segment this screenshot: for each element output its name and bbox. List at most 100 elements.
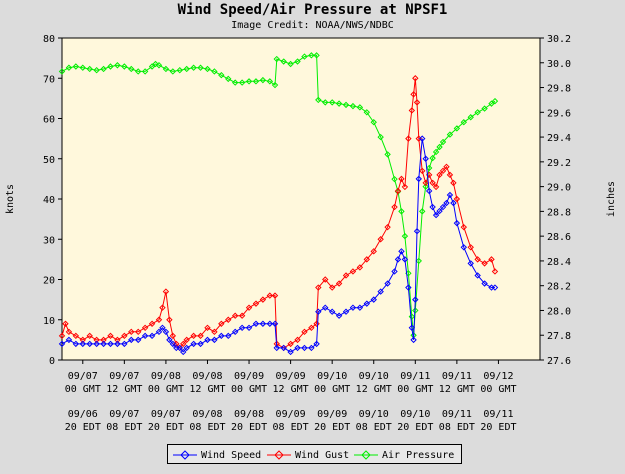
- wind-speed-point: [328, 308, 336, 315]
- air-pressure-point: [183, 65, 190, 73]
- y-right-tick-label: 30.2: [547, 34, 571, 45]
- x-tick-label-gmt-date: 09/10: [317, 371, 347, 382]
- wind-speed-point: [453, 219, 461, 227]
- y-right-tick-label: 29.2: [547, 158, 571, 169]
- x-tick-label-local-hour: 20 EDT: [65, 422, 101, 433]
- air-pressure-point: [280, 58, 287, 65]
- wind-gust-point: [65, 328, 73, 336]
- air-pressure-point: [439, 138, 447, 146]
- wind-speed-point: [460, 244, 468, 251]
- y-right-tick-label: 29.8: [547, 84, 571, 95]
- air-pressure-point: [446, 131, 454, 138]
- air-pressure-point: [245, 78, 253, 85]
- wind-gust-point: [155, 316, 163, 323]
- y-right-tick-label: 29.4: [547, 133, 571, 144]
- wind-gust-point: [62, 320, 69, 327]
- wind-gust-line: [61, 78, 496, 349]
- wind-speed-point: [450, 199, 457, 207]
- air-pressure-point: [313, 52, 320, 59]
- wind-speed-point: [443, 199, 450, 207]
- y-right-tick-label: 29.0: [547, 183, 571, 194]
- air-pressure-point: [419, 208, 426, 215]
- wind-speed-point: [204, 336, 211, 344]
- wind-gust-point: [93, 336, 100, 344]
- wind-speed-point: [166, 336, 173, 344]
- air-pressure-point: [349, 102, 357, 110]
- air-pressure-point: [79, 64, 86, 71]
- wind-gust-point: [245, 304, 253, 311]
- wind-gust-point: [342, 272, 350, 279]
- wind-gust-point: [453, 195, 461, 203]
- x-tick-label-local-date: 09/08: [192, 409, 222, 420]
- air-pressure-point: [384, 151, 391, 158]
- air-pressure-point: [266, 78, 274, 85]
- air-pressure-point: [474, 109, 481, 116]
- chart-subtitle: Image Credit: NOAA/NWS/NDBC: [231, 20, 394, 31]
- wind-speed-point: [266, 320, 274, 327]
- x-tick-label-local-date: 09/08: [234, 409, 264, 420]
- x-tick-label-gmt-date: 09/11: [400, 371, 430, 382]
- x-tick-label-gmt-hour: 00 GMT: [397, 384, 433, 395]
- wind-speed-point: [446, 191, 454, 199]
- air-pressure-point: [58, 68, 66, 75]
- wind-gust-point: [467, 244, 474, 251]
- air-pressure-point: [121, 63, 128, 70]
- wind-gust-point: [436, 171, 443, 179]
- wind-gust-point: [419, 167, 426, 175]
- wind-gust-point: [450, 179, 457, 187]
- wind-gust-point: [401, 183, 409, 191]
- x-tick-label-local-hour: 08 EDT: [273, 422, 309, 433]
- x-tick-label-gmt-date: 09/09: [276, 371, 306, 382]
- wind-gust-point: [287, 340, 294, 348]
- wind-speed-point: [439, 203, 447, 211]
- wind-gust-point: [474, 256, 481, 263]
- wind-speed-point: [271, 320, 279, 327]
- x-tick-label-gmt-date: 09/08: [192, 371, 222, 382]
- air-pressure-point: [238, 79, 246, 86]
- wind-speed-point: [114, 340, 121, 348]
- air-pressure-point: [432, 148, 440, 156]
- wind-speed-point: [86, 340, 93, 348]
- wind-gust-point: [225, 316, 232, 323]
- wind-gust-point: [183, 336, 190, 344]
- wind-gust-point: [162, 288, 170, 295]
- wind-speed-point: [301, 344, 308, 352]
- air-pressure-point: [197, 64, 204, 71]
- wind-gust-point: [128, 328, 135, 336]
- wind-speed-point: [356, 304, 364, 311]
- air-pressure-point: [412, 307, 419, 314]
- wind-gust-point: [114, 336, 121, 344]
- y-right-tick-label: 30.0: [547, 59, 571, 70]
- legend-label-air-pressure: Air Pressure: [382, 449, 455, 461]
- x-tick-label-gmt-hour: 00 GMT: [314, 384, 350, 395]
- air-pressure-point: [408, 313, 416, 320]
- wind-speed-point: [141, 332, 149, 340]
- x-tick-label-local-date: 09/11: [442, 409, 472, 420]
- wind-speed-point: [65, 336, 73, 344]
- air-pressure-point: [322, 99, 329, 106]
- wind-gust-point: [86, 332, 93, 340]
- x-tick-label-gmt-date: 09/10: [359, 371, 389, 382]
- wind-speed-point: [308, 344, 315, 352]
- wind-gust-point: [356, 264, 364, 271]
- y-left-tick-label: 10: [43, 316, 55, 327]
- wind-gust-point: [412, 75, 419, 82]
- wind-speed-point: [218, 332, 225, 340]
- wind-gust-point: [408, 107, 416, 114]
- x-tick-label-gmt-hour: 00 GMT: [231, 384, 267, 395]
- air-pressure-point: [377, 133, 384, 141]
- air-pressure-point: [328, 99, 336, 106]
- wind-speed-point: [197, 340, 204, 348]
- air-pressure-point: [86, 65, 93, 73]
- air-pressure-point: [225, 75, 232, 83]
- air-pressure-point: [342, 101, 350, 109]
- wind-gust-point: [211, 328, 218, 336]
- wind-speed-point: [474, 272, 481, 279]
- wind-speed-point: [294, 344, 301, 352]
- wind-speed-point: [280, 344, 287, 352]
- wind-speed-swatch: [173, 450, 197, 460]
- wind-speed-point: [313, 340, 320, 348]
- wind-speed-point: [315, 308, 322, 315]
- wind-speed-point: [134, 336, 142, 344]
- y-right-tick-label: 27.6: [547, 356, 571, 367]
